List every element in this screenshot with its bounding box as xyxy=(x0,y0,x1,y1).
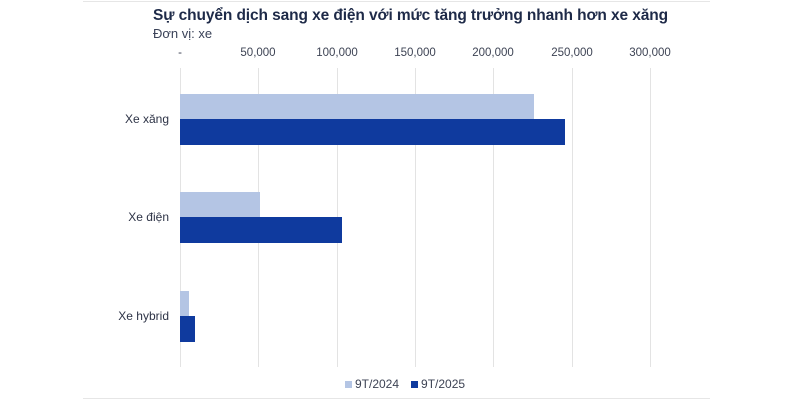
gridline xyxy=(650,68,651,367)
category-label: Xe hybrid xyxy=(118,309,169,323)
x-tick-label: 200,000 xyxy=(472,47,514,59)
legend-item-2025: 9T/2025 xyxy=(411,377,465,391)
bar-9t-2024 xyxy=(180,291,189,316)
gridline xyxy=(415,68,416,367)
legend-item-2024: 9T/2024 xyxy=(345,377,399,391)
category-label: Xe điện xyxy=(128,210,169,224)
legend: 9T/2024 9T/2025 xyxy=(345,377,465,391)
frame-top-border xyxy=(83,1,710,2)
gridline xyxy=(493,68,494,367)
gridline xyxy=(572,68,573,367)
x-tick-label: 150,000 xyxy=(394,47,436,59)
bar-9t-2025 xyxy=(180,217,342,243)
legend-label-2024: 9T/2024 xyxy=(355,377,400,391)
legend-swatch-2024 xyxy=(345,380,352,388)
bar-9t-2025 xyxy=(180,316,195,342)
category-label: Xe xăng xyxy=(124,112,169,126)
x-tick-label: - xyxy=(178,47,182,59)
legend-label-2025: 9T/2025 xyxy=(421,377,466,391)
x-tick-label: 250,000 xyxy=(551,47,593,59)
x-tick-label: 100,000 xyxy=(316,47,358,59)
legend-swatch-2025 xyxy=(411,380,419,388)
chart-title: Sự chuyển dịch sang xe điện với mức tăng… xyxy=(153,7,668,24)
bar-9t-2024 xyxy=(180,94,534,119)
x-tick-label: 50,000 xyxy=(240,47,276,59)
chart-subtitle: Đơn vị: xe xyxy=(153,26,213,41)
x-tick-label: 300,000 xyxy=(629,47,671,59)
bar-9t-2025 xyxy=(180,119,565,145)
frame-bottom-border xyxy=(83,398,710,399)
bar-9t-2024 xyxy=(180,192,260,217)
